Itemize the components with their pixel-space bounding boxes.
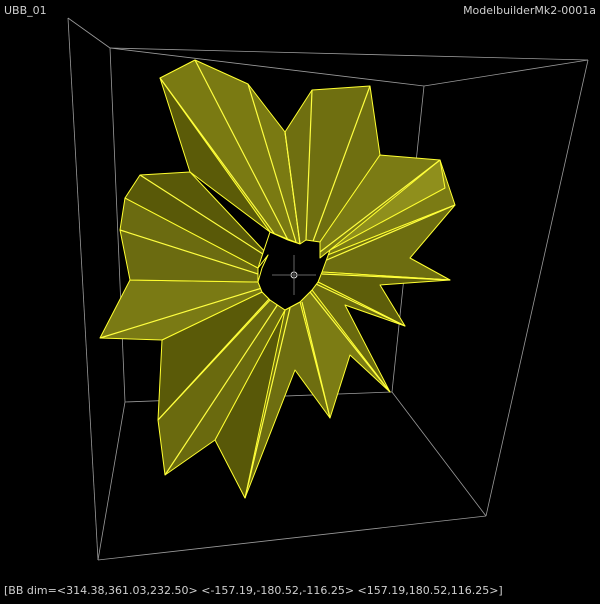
model-name-label: UBB_01 bbox=[4, 4, 47, 17]
star-mesh[interactable] bbox=[99, 59, 456, 499]
bounding-box-readout: [BB dim=<314.38,361.03,232.50> <-157.19,… bbox=[4, 584, 503, 597]
circle-crosshair-icon bbox=[272, 255, 316, 295]
app-version-label: ModelbuilderMk2-0001a bbox=[463, 4, 596, 17]
bounding-box-wireframe bbox=[67, 17, 589, 561]
